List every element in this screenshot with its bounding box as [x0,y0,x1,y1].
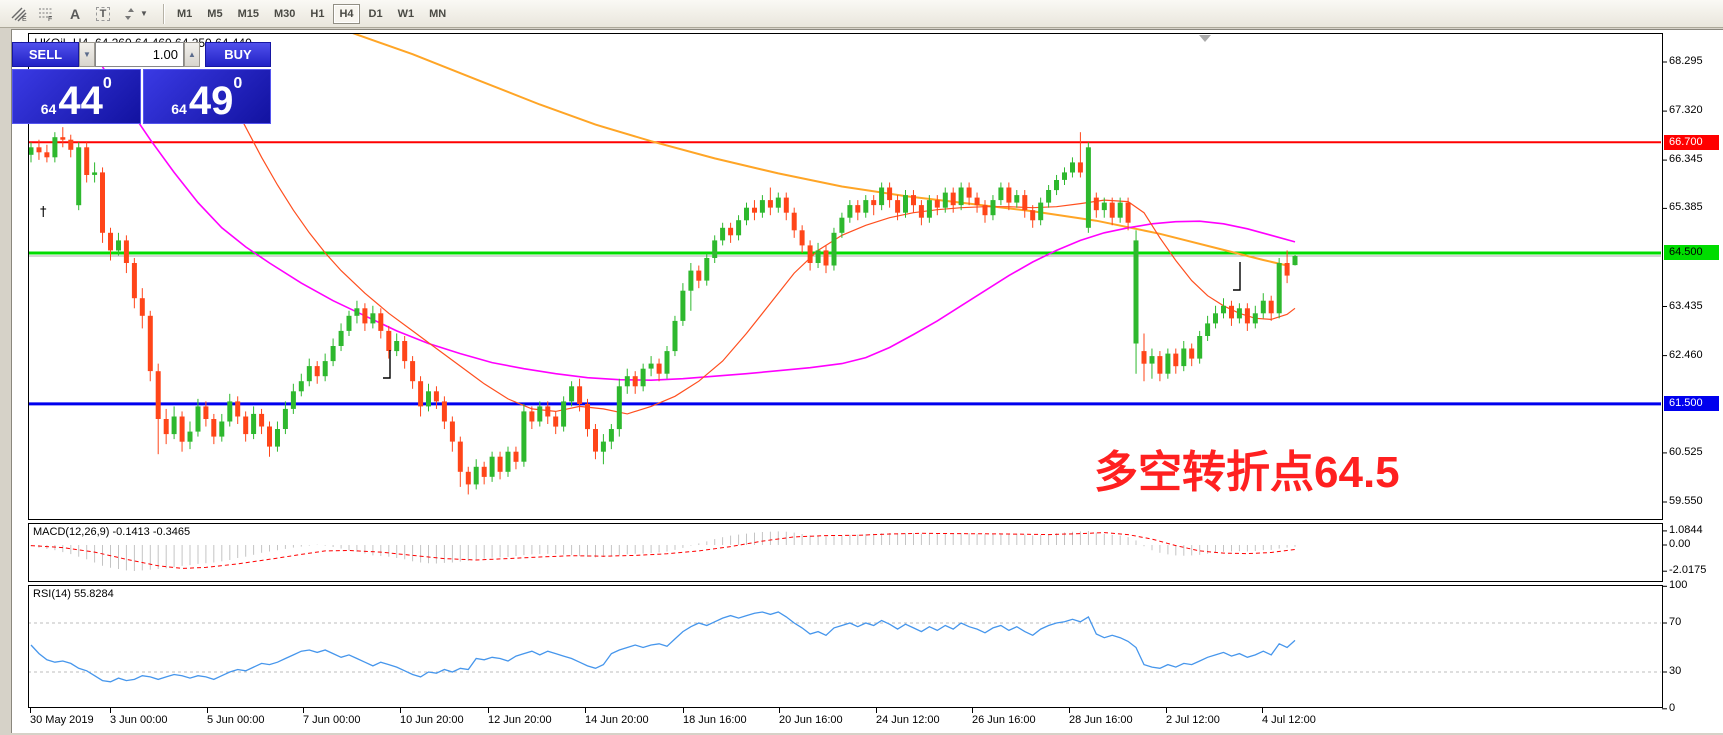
rsi-axis-tick: 0 [1669,701,1676,714]
time-axis-label: 26 Jun 16:00 [972,714,1036,726]
tf-button-M30[interactable]: M30 [273,7,296,20]
toolbar: E F A T ▼ M1 M5 M15 M30 H1 H4 D1 W1 MN [0,0,1723,28]
arrows-tool-icon[interactable]: ▼ [118,3,154,25]
sell-button[interactable]: SELL [12,42,79,67]
macd-indicator-label: MACD(12,26,9) -0.1413 -0.3465 [33,526,191,538]
time-axis-label: 2 Jul 12:00 [1166,714,1220,726]
time-axis-label: 7 Jun 00:00 [303,714,361,726]
svg-text:†: † [40,205,47,220]
macd-axis-tick: -2.0175 [1669,564,1707,577]
text-label-icon[interactable]: A [69,5,81,22]
chinese-annotation: 多空转折点64.5 [1094,448,1400,497]
rsi-axis-tick: 30 [1669,665,1682,677]
time-axis-label: 4 Jul 12:00 [1262,714,1316,726]
price-axis-tick: 62.460 [1669,348,1703,361]
rsi-axis-tick: 100 [1669,579,1688,592]
time-axis-label: 20 Jun 16:00 [779,714,843,726]
svg-text:E: E [22,16,27,22]
macd-axis-tick: 1.0844 [1669,523,1703,536]
rsi-axis-tick: 70 [1669,616,1682,628]
price-axis-tick: 65.385 [1669,201,1703,214]
tf-button-D1[interactable]: D1 [368,7,383,20]
time-axis-label: 30 May 2019 [30,714,94,726]
timeframe-buttons: M1 M5 M15 M30 H1 H4 D1 W1 MN [171,3,455,24]
tf-button-H1[interactable]: H1 [310,7,325,20]
price-axis-tick: 67.320 [1669,104,1703,117]
volume-up-button[interactable]: ▲ [184,42,200,67]
price-level-badge: 64.500 [1664,245,1719,261]
price-axis-tick: 63.435 [1669,299,1703,312]
crosshair-draw-icon[interactable]: E [6,3,32,25]
time-axis-label: 24 Jun 12:00 [876,714,940,726]
volume-down-button[interactable]: ▼ [79,42,95,67]
price-level-badge: 61.500 [1664,396,1719,412]
time-axis-label: 3 Jun 00:00 [110,714,168,726]
time-axis-label: 18 Jun 16:00 [683,714,747,726]
price-axis-tick: 66.345 [1669,153,1703,166]
toolbar-separator [163,3,164,24]
volume-input[interactable] [95,42,184,67]
text-tool-icon[interactable]: T [90,3,116,25]
tf-button-W1[interactable]: W1 [397,7,415,20]
tf-button-MN[interactable]: MN [429,7,447,20]
price-level-badge: 66.700 [1664,134,1719,150]
tf-button-M1[interactable]: M1 [177,7,193,20]
time-axis-label: 12 Jun 20:00 [488,714,552,726]
time-axis-label: 28 Jun 16:00 [1069,714,1133,726]
time-axis-label: 5 Jun 00:00 [207,714,265,726]
fibonacci-icon[interactable]: F [34,3,60,25]
tf-button-H4[interactable]: H4 [333,3,360,24]
rsi-indicator-label: RSI(14) 55.8284 [33,588,114,600]
price-axis-tick: 59.550 [1669,494,1703,507]
tf-button-M5[interactable]: M5 [207,7,223,20]
sell-price-display[interactable]: 64 44 0 [12,69,141,124]
time-axis-label: 14 Jun 20:00 [585,714,649,726]
price-axis-tick: 68.295 [1669,55,1703,67]
buy-price-display[interactable]: 64 49 0 [142,69,271,124]
time-axis-label: 10 Jun 20:00 [400,714,464,726]
buy-button[interactable]: BUY [205,42,271,67]
price-axis-tick: 60.525 [1669,445,1703,458]
tf-button-M15[interactable]: M15 [237,7,259,20]
svg-text:F: F [48,16,52,22]
macd-axis-tick: 0.00 [1669,538,1691,550]
